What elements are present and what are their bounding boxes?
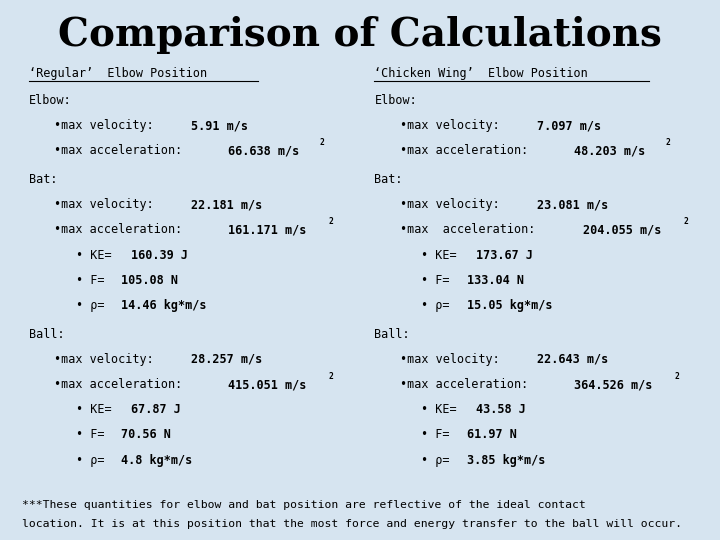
Text: 173.67 J: 173.67 J [476,249,533,262]
Text: •max velocity:: •max velocity: [400,198,506,211]
Text: 160.39 J: 160.39 J [130,249,187,262]
Text: 2: 2 [320,138,325,147]
Text: location. It is at this position that the most force and energy transfer to the : location. It is at this position that th… [22,519,682,530]
Text: 15.05 kg*m/s: 15.05 kg*m/s [467,299,552,312]
Text: 14.46 kg*m/s: 14.46 kg*m/s [122,299,207,312]
Text: • KE=: • KE= [76,249,118,262]
Text: •max acceleration:: •max acceleration: [54,145,189,158]
Text: 2: 2 [665,138,670,147]
Text: 105.08 N: 105.08 N [122,274,179,287]
Text: •max velocity:: •max velocity: [54,353,161,366]
Text: 2: 2 [683,217,688,226]
Text: Comparison of Calculations: Comparison of Calculations [58,16,662,54]
Text: ‘Chicken Wing’  Elbow Position: ‘Chicken Wing’ Elbow Position [374,68,588,80]
Text: 204.055 m/s: 204.055 m/s [582,224,661,237]
Text: 415.051 m/s: 415.051 m/s [228,378,306,391]
Text: • KE=: • KE= [76,403,118,416]
Text: 3.85 kg*m/s: 3.85 kg*m/s [467,454,545,467]
Text: 28.257 m/s: 28.257 m/s [192,353,263,366]
Text: •max acceleration:: •max acceleration: [400,378,535,391]
Text: 5.91 m/s: 5.91 m/s [192,119,248,132]
Text: • ρ=: • ρ= [76,454,111,467]
Text: Ball:: Ball: [374,328,410,341]
Text: 23.081 m/s: 23.081 m/s [537,198,608,211]
Text: ‘Regular’  Elbow Position: ‘Regular’ Elbow Position [29,68,207,80]
Text: 70.56 N: 70.56 N [122,428,171,441]
Text: •max velocity:: •max velocity: [400,353,506,366]
Text: Elbow:: Elbow: [374,94,417,107]
Text: 22.643 m/s: 22.643 m/s [537,353,608,366]
Text: • F=: • F= [421,274,456,287]
Text: 4.8 kg*m/s: 4.8 kg*m/s [122,454,193,467]
Text: • F=: • F= [76,428,111,441]
Text: 364.526 m/s: 364.526 m/s [574,378,652,391]
Text: 2: 2 [328,217,333,226]
Text: Ball:: Ball: [29,328,64,341]
Text: •max velocity:: •max velocity: [54,198,161,211]
Text: •max acceleration:: •max acceleration: [54,224,189,237]
Text: 43.58 J: 43.58 J [476,403,526,416]
Text: 7.097 m/s: 7.097 m/s [537,119,601,132]
Text: Elbow:: Elbow: [29,94,71,107]
Text: 2: 2 [674,372,679,381]
Text: • KE=: • KE= [421,403,464,416]
Text: • ρ=: • ρ= [76,299,111,312]
Text: •max  acceleration:: •max acceleration: [400,224,542,237]
Text: ***These quantities for elbow and bat position are reflective of the ideal conta: ***These quantities for elbow and bat po… [22,500,585,510]
Text: •max velocity:: •max velocity: [54,119,161,132]
Text: • ρ=: • ρ= [421,299,456,312]
Text: 61.97 N: 61.97 N [467,428,517,441]
Text: 22.181 m/s: 22.181 m/s [192,198,263,211]
Text: 67.87 J: 67.87 J [130,403,181,416]
Text: • ρ=: • ρ= [421,454,456,467]
Text: •max acceleration:: •max acceleration: [54,378,189,391]
Text: Bat:: Bat: [374,173,403,186]
Text: •max velocity:: •max velocity: [400,119,506,132]
Text: 2: 2 [328,372,333,381]
Text: • KE=: • KE= [421,249,464,262]
Text: 48.203 m/s: 48.203 m/s [574,145,645,158]
Text: •max acceleration:: •max acceleration: [400,145,535,158]
Text: • F=: • F= [421,428,456,441]
Text: 161.171 m/s: 161.171 m/s [228,224,306,237]
Text: Bat:: Bat: [29,173,58,186]
Text: 133.04 N: 133.04 N [467,274,524,287]
Text: 66.638 m/s: 66.638 m/s [228,145,300,158]
Text: • F=: • F= [76,274,111,287]
